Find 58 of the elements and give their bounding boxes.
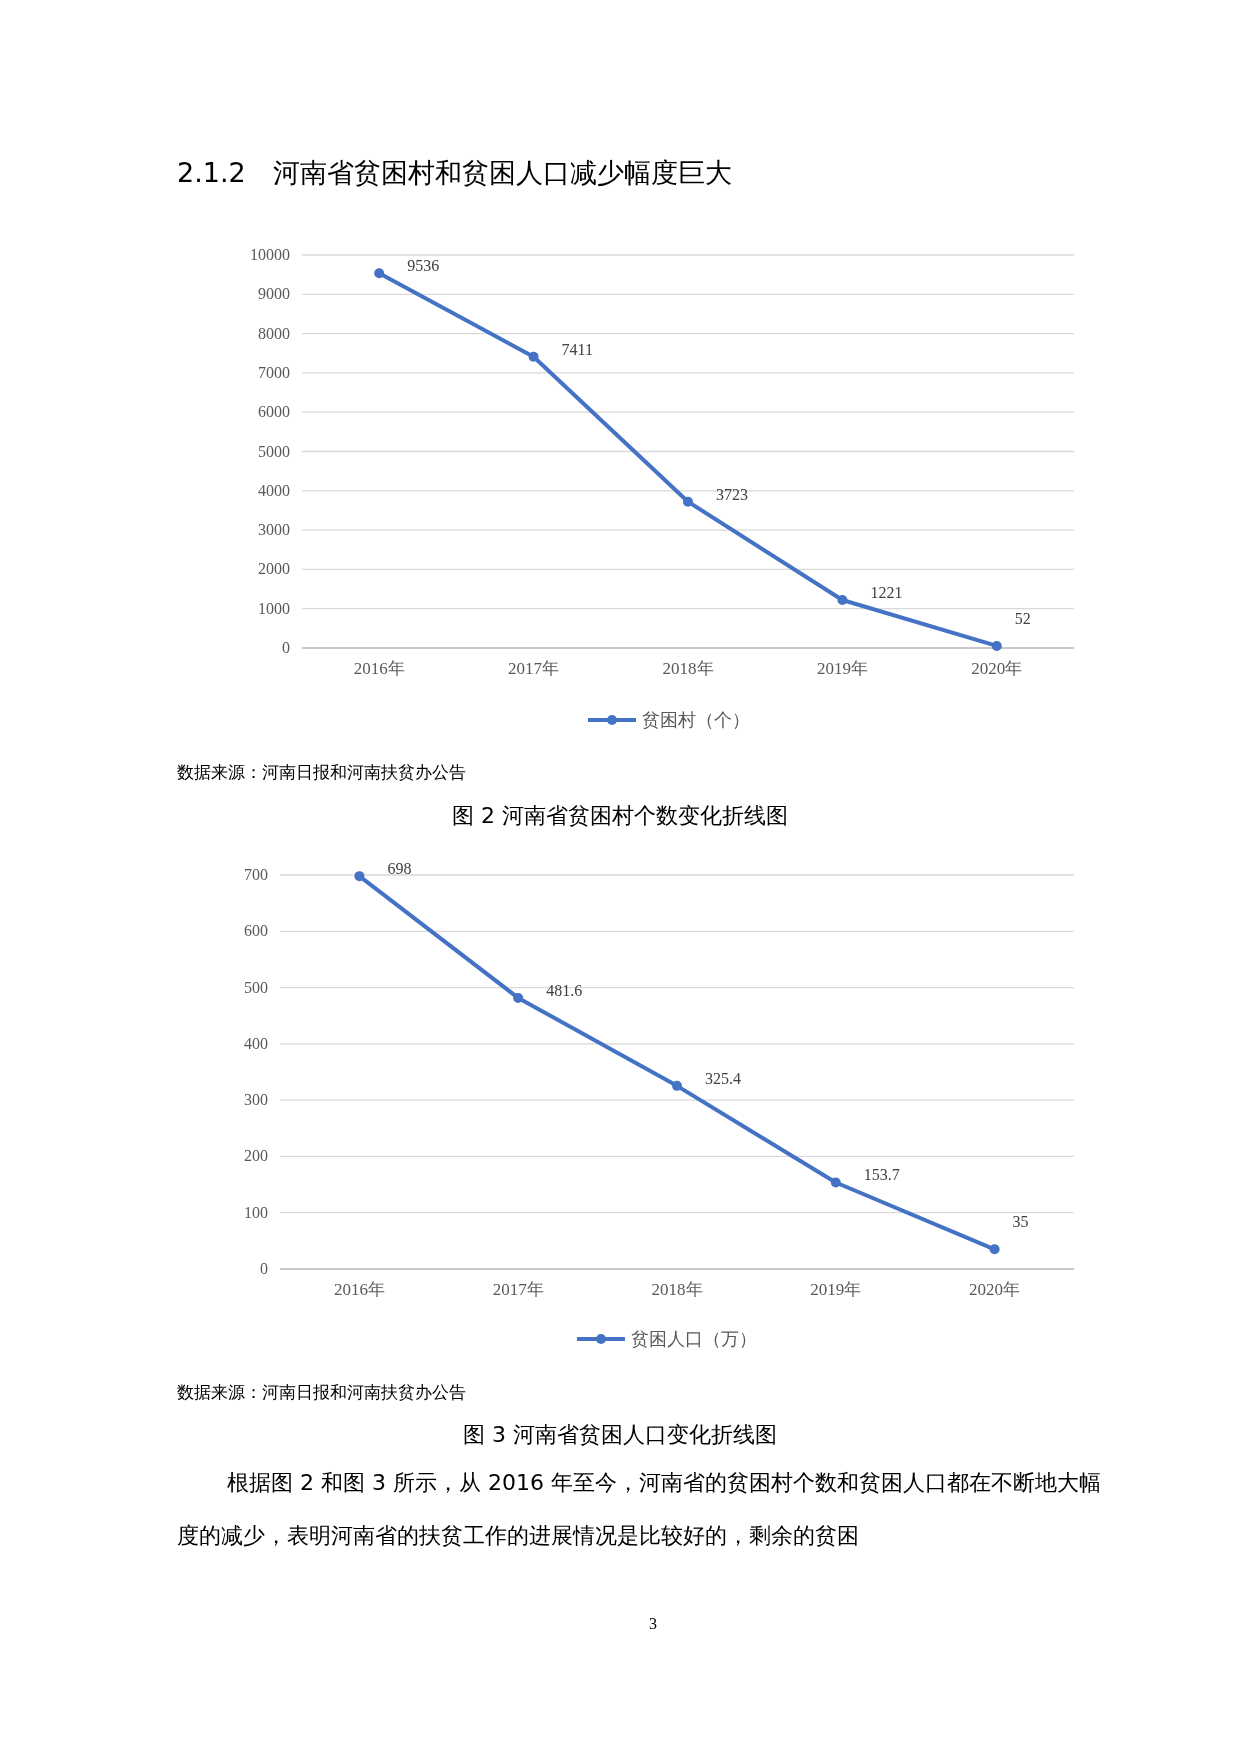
point xyxy=(991,640,1002,651)
y-tick-label: 600 xyxy=(244,922,268,940)
data-label: 7411 xyxy=(561,340,594,358)
y-tick-label: 400 xyxy=(244,1034,268,1052)
point xyxy=(528,351,539,362)
point xyxy=(683,496,693,507)
x-tick-label: 2016年 xyxy=(353,659,405,678)
data-label: 52 xyxy=(1014,609,1031,627)
y-tick-label: 200 xyxy=(244,1147,268,1165)
data-label: 153.7 xyxy=(863,1166,900,1184)
x-tick-label: 2018年 xyxy=(662,659,714,678)
y-tick-label: 6000 xyxy=(258,403,290,421)
y-tick-label: 8000 xyxy=(258,324,290,342)
x-tick-label: 2017年 xyxy=(508,659,560,678)
text: 3 xyxy=(649,1615,657,1632)
x-tick-label: 2018年 xyxy=(651,1280,703,1299)
y-tick-label: 4000 xyxy=(258,481,290,499)
y-tick-label: 1000 xyxy=(258,599,290,617)
y-tick-label: 500 xyxy=(244,978,268,996)
y-tick-label: 300 xyxy=(244,1091,268,1109)
y-tick-label: 10000 xyxy=(250,246,290,263)
y-tick-label: 9000 xyxy=(258,285,290,303)
legend-label: 贫困村（个） xyxy=(642,709,750,730)
chart-title: 2.1.2 河南省贫困村和贫困人口减少幅度巨大 xyxy=(177,157,732,188)
y-tick-label: 0 xyxy=(282,639,290,656)
point xyxy=(374,268,385,279)
point xyxy=(672,1080,682,1091)
caption: 图 3 河南省贫困人口变化折线图 xyxy=(463,1422,777,1447)
x-tick-label: 2019年 xyxy=(816,659,868,678)
y-tick-label: 7000 xyxy=(258,363,290,381)
data-label: 9536 xyxy=(407,257,440,275)
text: 根据图 2 和图 3 所示，从 2016 年至今，河南省的贫困村个数和贫困人口都在不断地大幅度的减少，表明河南省的扶贫工作的进展情况是比较好的，剩余的贫困 xyxy=(177,1470,1101,1548)
point xyxy=(837,595,848,606)
y-tick-label: 2000 xyxy=(258,560,290,578)
y-tick-label: 3000 xyxy=(258,521,290,539)
data-label: 3723 xyxy=(716,485,748,503)
x-tick-label: 2020年 xyxy=(971,659,1023,678)
y-tick-label: 0 xyxy=(260,1260,268,1277)
data-label: 325.4 xyxy=(705,1069,741,1087)
data-label: 481.6 xyxy=(546,981,583,999)
y-tick-label: 700 xyxy=(244,866,268,883)
x-tick-label: 2017年 xyxy=(492,1280,544,1299)
x-tick-label: 2016年 xyxy=(333,1280,385,1299)
point xyxy=(989,1244,1000,1255)
y-tick-label: 5000 xyxy=(258,442,290,460)
caption: 图 2 河南省贫困村个数变化折线图 xyxy=(452,803,788,828)
point xyxy=(830,1177,841,1188)
point xyxy=(513,992,524,1003)
x-tick-label: 2019年 xyxy=(810,1280,862,1299)
x-tick-label: 2020年 xyxy=(969,1280,1021,1299)
legend-label: 贫困人口（万） xyxy=(631,1328,757,1349)
source-note: 数据来源：河南日报和河南扶贫办公告 xyxy=(177,1382,466,1402)
y-tick-label: 100 xyxy=(244,1203,268,1221)
data-label: 35 xyxy=(1012,1213,1029,1231)
point xyxy=(354,871,365,882)
source-note: 数据来源：河南日报和河南扶贫办公告 xyxy=(177,762,466,782)
data-label: 698 xyxy=(387,860,412,878)
data-label: 1221 xyxy=(870,584,903,602)
